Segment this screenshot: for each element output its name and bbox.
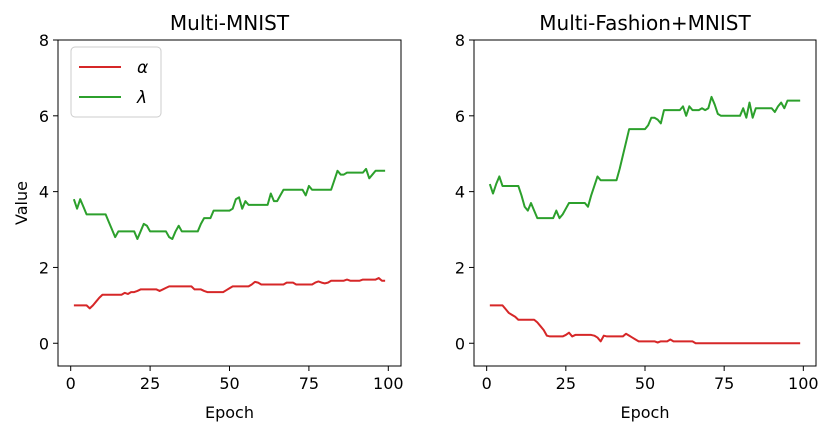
- chart-title: Multi-Fashion+MNIST: [539, 11, 751, 35]
- y-tick-label: 6: [455, 107, 465, 126]
- x-tick-label: 100: [788, 374, 819, 393]
- x-axis-label: Epoch: [621, 403, 670, 422]
- x-tick-label: 50: [219, 374, 239, 393]
- y-tick-label: 0: [39, 334, 49, 353]
- legend-box: [70, 46, 162, 118]
- y-tick-label: 8: [455, 31, 465, 50]
- x-tick-label: 0: [482, 374, 492, 393]
- y-tick-label: 2: [455, 258, 465, 277]
- chart-title: Multi-MNIST: [170, 11, 290, 35]
- y-tick-label: 0: [455, 334, 465, 353]
- chart-panel-1: 0 25 50 75 100 0 2 4 6 8 Multi-MNIST Epoch Value αλ: [12, 11, 404, 422]
- y-tick-label: 2: [39, 258, 49, 277]
- y-axis-label: Value: [12, 181, 31, 225]
- legend: αλ: [70, 46, 162, 118]
- x-tick-label: 25: [556, 374, 576, 393]
- series-line-alpha: [73, 277, 386, 310]
- y-tick-label: 6: [39, 107, 49, 126]
- series-line-lambda: [72, 167, 386, 241]
- legend-label: α: [137, 58, 148, 78]
- chart-panel-2: 0 25 50 75 100 0 2 4 6 8 Multi-Fashion+MNIST Epoch: [455, 11, 819, 422]
- x-tick-label: 100: [373, 374, 404, 393]
- series-line-lambda: [488, 95, 801, 220]
- plot-frame: [473, 39, 817, 367]
- x-axis-label: Epoch: [205, 403, 254, 422]
- y-tick-label: 8: [39, 31, 49, 50]
- x-tick-label: 75: [714, 374, 734, 393]
- series-line-alpha: [489, 304, 801, 345]
- x-tick-label: 50: [635, 374, 655, 393]
- x-tick-label: 25: [140, 374, 160, 393]
- x-tick-label: 75: [299, 374, 319, 393]
- y-tick-label: 4: [39, 183, 49, 202]
- legend-label: λ: [136, 88, 147, 108]
- y-tick-label: 4: [455, 183, 465, 202]
- x-tick-label: 0: [66, 374, 76, 393]
